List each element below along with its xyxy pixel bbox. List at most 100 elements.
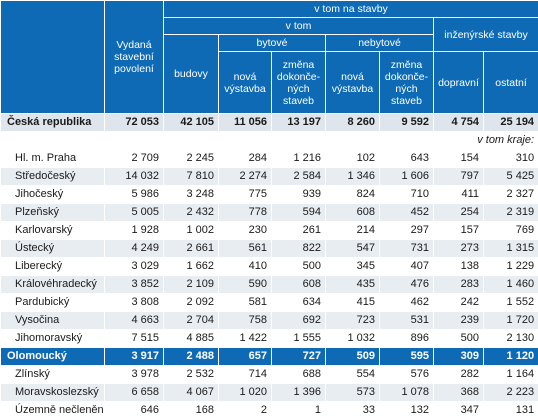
cell-buildings: 168 — [164, 402, 219, 420]
cell-buildings: 2 532 — [164, 366, 219, 384]
cell-transport: 309 — [434, 348, 484, 366]
cell-change-nonres: 297 — [380, 222, 434, 240]
cell-new-build-nonres: 8 260 — [326, 114, 380, 132]
cell-change-nonres: 643 — [380, 150, 434, 168]
cell-change-res: 1 396 — [272, 384, 326, 402]
row-label: Územně nečleněno — [1, 402, 105, 420]
cell-permits: 14 032 — [105, 168, 164, 186]
cell-buildings: 2 661 — [164, 240, 219, 258]
cell-change-nonres: 462 — [380, 294, 434, 312]
cell-transport: 797 — [434, 168, 484, 186]
col-header-engineering: inženýrské stavby — [434, 18, 538, 52]
cell-change-res: 1 216 — [272, 150, 326, 168]
section-row: v tom kraje: — [1, 132, 538, 150]
cell-new-build-nonres: 33 — [326, 402, 380, 420]
cell-permits: 72 053 — [105, 114, 164, 132]
cell-new-build-res: 284 — [219, 150, 272, 168]
cell-change-res: 1 — [272, 402, 326, 420]
cell-new-build-res: 590 — [219, 276, 272, 294]
cell-new-build-nonres: 415 — [326, 294, 380, 312]
cell-new-build-nonres: 214 — [326, 222, 380, 240]
cell-transport: 242 — [434, 294, 484, 312]
cell-new-build-res: 778 — [219, 204, 272, 222]
cell-change-nonres: 531 — [380, 312, 434, 330]
col-header-for-construction: v tom na stavby — [164, 1, 538, 18]
cell-other: 131 — [484, 402, 538, 420]
cell-other: 769 — [484, 222, 538, 240]
cell-change-res: 1 555 — [272, 330, 326, 348]
row-label: Jihomoravský — [1, 330, 105, 348]
cell-change-nonres: 132 — [380, 402, 434, 420]
cell-new-build-res: 657 — [219, 348, 272, 366]
cell-buildings: 3 248 — [164, 186, 219, 204]
table-header: Vydaná stavební povolení v tom na stavby… — [1, 1, 538, 114]
col-header-residential: bytové — [219, 35, 326, 52]
cell-other: 25 194 — [484, 114, 538, 132]
cell-transport: 4 754 — [434, 114, 484, 132]
cell-change-res: 634 — [272, 294, 326, 312]
row-label: Česká republika — [1, 114, 105, 132]
cell-change-res: 594 — [272, 204, 326, 222]
section-label: v tom kraje: — [1, 132, 538, 150]
row-label: Jihočeský — [1, 186, 105, 204]
cell-other: 2 327 — [484, 186, 538, 204]
col-header-buildings: budovy — [164, 35, 219, 114]
cell-other: 310 — [484, 150, 538, 168]
cell-change-res: 500 — [272, 258, 326, 276]
row-label: Karlovarský — [1, 222, 105, 240]
cell-new-build-res: 561 — [219, 240, 272, 258]
cell-change-nonres: 452 — [380, 204, 434, 222]
cell-permits: 3 808 — [105, 294, 164, 312]
cell-buildings: 4 067 — [164, 384, 219, 402]
cell-buildings: 2 109 — [164, 276, 219, 294]
cell-permits: 6 658 — [105, 384, 164, 402]
cell-new-build-nonres: 824 — [326, 186, 380, 204]
cell-permits: 4 663 — [105, 312, 164, 330]
cell-new-build-res: 758 — [219, 312, 272, 330]
cell-change-res: 727 — [272, 348, 326, 366]
cell-new-build-nonres: 345 — [326, 258, 380, 276]
cell-transport: 282 — [434, 366, 484, 384]
cell-buildings: 2 432 — [164, 204, 219, 222]
cell-change-res: 688 — [272, 366, 326, 384]
cell-change-res: 608 — [272, 276, 326, 294]
cell-other: 5 425 — [484, 168, 538, 186]
row-label: Vysočina — [1, 312, 105, 330]
cell-permits: 1 928 — [105, 222, 164, 240]
cell-other: 1 552 — [484, 294, 538, 312]
row-label: Hl. m. Praha — [1, 150, 105, 168]
cell-new-build-res: 1 422 — [219, 330, 272, 348]
cell-change-nonres: 476 — [380, 276, 434, 294]
cell-new-build-nonres: 573 — [326, 384, 380, 402]
row-label: Zlínský — [1, 366, 105, 384]
cell-buildings: 7 810 — [164, 168, 219, 186]
cell-new-build-nonres: 509 — [326, 348, 380, 366]
cell-permits: 4 249 — [105, 240, 164, 258]
cell-other: 1 460 — [484, 276, 538, 294]
row-label: Olomoucký — [1, 348, 105, 366]
cell-transport: 154 — [434, 150, 484, 168]
cell-buildings: 42 105 — [164, 114, 219, 132]
cell-new-build-res: 2 — [219, 402, 272, 420]
col-header-change-res: změna dokonče-ných staveb — [272, 52, 326, 114]
cell-transport: 254 — [434, 204, 484, 222]
cell-new-build-nonres: 554 — [326, 366, 380, 384]
cell-other: 1 120 — [484, 348, 538, 366]
total-row: Česká republika 72 053 42 105 11 056 13 … — [1, 114, 538, 132]
cell-other: 1 164 — [484, 366, 538, 384]
cell-transport: 347 — [434, 402, 484, 420]
cell-new-build-nonres: 435 — [326, 276, 380, 294]
cell-other: 1 720 — [484, 312, 538, 330]
cell-change-res: 13 197 — [272, 114, 326, 132]
cell-new-build-nonres: 102 — [326, 150, 380, 168]
